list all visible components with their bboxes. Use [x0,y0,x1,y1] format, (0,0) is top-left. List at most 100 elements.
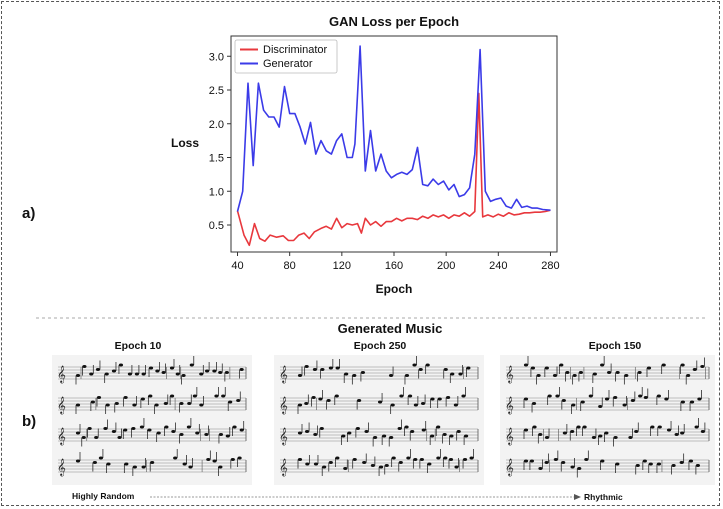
note-head [615,371,620,374]
note-head [656,394,661,398]
note-head [362,461,367,464]
note-head [218,433,224,436]
note-head [218,371,223,374]
note-head [163,402,168,405]
note-head [382,434,387,438]
note-head [373,436,378,439]
note-head [544,436,550,439]
note-head [199,372,204,376]
note-head [132,403,137,407]
note-head [436,425,441,429]
note-head [225,434,230,438]
note-head [131,427,136,430]
note-head [326,399,331,402]
note-head [532,425,537,429]
note-head [75,459,81,463]
generated-music-section: Generated Music Epoch 10 Epoch 250 Epoch… [52,321,715,502]
note-head [320,368,325,371]
note-head [600,363,605,367]
note-head [312,368,318,371]
note-head [456,430,461,433]
x-tick-label: 240 [489,260,507,272]
note-head [571,403,576,407]
note-head [630,399,635,402]
note-head [169,366,175,370]
note-head [421,428,426,432]
note-head [544,366,549,370]
note-head [328,461,333,464]
note-head [420,402,426,405]
note-head [552,374,558,377]
series-line-generator [236,45,551,212]
note-head [199,403,204,407]
note-head [98,456,104,460]
progression-start-label: Highly Random [72,491,135,501]
note-head [536,374,541,377]
note-head [592,372,597,376]
note-head [173,456,178,460]
note-head [458,372,463,376]
series-line-discriminator [236,92,551,247]
note-head [443,456,448,460]
note-head [164,425,169,429]
note-head [228,400,233,404]
note-head [680,363,685,367]
note-head [297,431,303,435]
note-head [544,461,549,464]
x-tick-label: 280 [541,260,559,272]
note-head [622,403,627,407]
note-head [124,462,129,466]
note-head [635,464,640,467]
note-head [355,427,360,430]
note-head [90,400,95,404]
note-head [680,400,685,404]
note-head [700,365,705,368]
note-head [565,371,570,374]
note-head [628,436,633,439]
note-head [75,374,81,377]
score-1: 𝄞 𝄞 𝄞 𝄞 [57,356,247,476]
legend-box [234,39,338,74]
music-panel-label-1: Epoch 10 [115,340,162,352]
note-head [377,400,383,404]
music-panel-label-2: Epoch 250 [354,340,407,352]
note-head [360,371,366,374]
note-head [123,396,128,399]
note-head [87,427,92,430]
note-head [106,462,111,466]
note-head [680,431,685,435]
note-head [404,374,410,377]
note-head [419,458,424,461]
note-head [430,434,435,438]
note-head [347,431,352,435]
note-head [700,430,705,433]
y-tick-label: 0.5 [209,220,224,232]
note-head [570,430,575,433]
note-head [352,458,357,461]
note-head [656,462,662,466]
note-head [352,374,357,377]
note-head [443,368,448,371]
note-head [117,436,122,439]
note-head [559,363,564,367]
note-head [547,394,552,398]
note-head [427,462,432,466]
note-head [82,365,87,368]
note-head [148,394,153,398]
note-head [538,467,543,470]
note-head [695,464,701,467]
progression-end-label: Rhythmic [584,492,623,502]
note-head [604,397,610,401]
note-head [114,402,119,405]
note-head [406,456,411,460]
note-head [634,430,639,433]
note-head [236,399,241,402]
treble-clef-icon: 𝄞 [57,365,66,383]
note-head [81,436,86,439]
treble-clef-icon: 𝄞 [57,458,66,476]
note-head [147,428,152,432]
note-head [357,399,362,402]
note-head [688,459,694,463]
note-head [689,400,695,404]
note-head [523,428,529,432]
